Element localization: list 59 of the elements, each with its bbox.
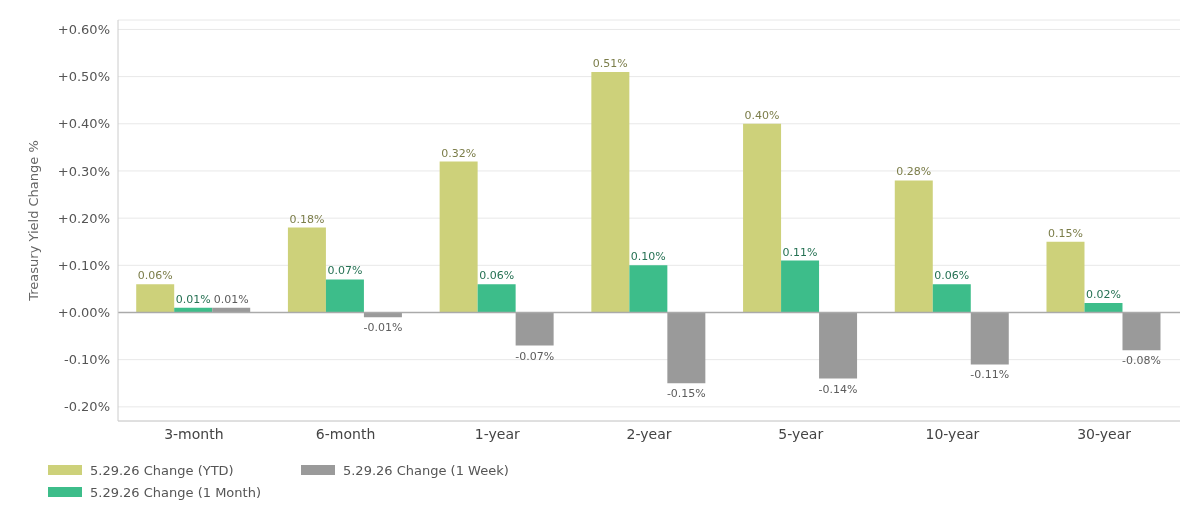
y-tick-label: +0.10% xyxy=(57,257,110,273)
x-tick-label: 5-year xyxy=(778,425,824,442)
y-tick-label: +0.00% xyxy=(57,305,110,321)
data-label: -0.07% xyxy=(515,349,555,363)
data-label: -0.14% xyxy=(818,382,858,396)
bar xyxy=(932,284,971,313)
data-label: 0.11% xyxy=(782,245,818,259)
bar xyxy=(287,227,326,313)
x-tick-label: 6-month xyxy=(315,425,376,442)
bar xyxy=(970,312,1009,365)
bar xyxy=(667,312,706,384)
bar xyxy=(1122,312,1161,351)
y-tick-label: +0.60% xyxy=(57,22,110,38)
bar xyxy=(894,180,933,313)
bar xyxy=(781,260,820,313)
data-label: -0.08% xyxy=(1122,354,1161,368)
data-label: 0.06% xyxy=(934,269,970,283)
data-label: -0.15% xyxy=(666,387,706,401)
data-label: 0.02% xyxy=(1086,288,1121,302)
data-label: 0.01% xyxy=(175,292,211,306)
x-tick-label: 3-month xyxy=(164,425,224,442)
bar xyxy=(743,123,782,313)
legend-label: 5.29.26 Change (YTD) xyxy=(90,462,234,478)
y-tick-label: +0.20% xyxy=(57,210,110,226)
y-tick-label: +0.40% xyxy=(57,116,110,132)
data-label: 0.28% xyxy=(896,165,932,179)
y-tick-label: +0.50% xyxy=(57,69,110,85)
bar xyxy=(439,161,478,313)
data-label: 0.07% xyxy=(327,264,363,278)
data-label: 0.18% xyxy=(289,212,325,226)
legend-label: 5.29.26 Change (1 Month) xyxy=(90,484,261,500)
data-label: 0.01% xyxy=(213,292,249,306)
bar xyxy=(325,279,364,313)
data-label: 0.15% xyxy=(1048,226,1083,240)
data-label: 0.51% xyxy=(592,56,628,70)
bar xyxy=(819,312,858,379)
bar xyxy=(629,265,668,313)
data-label: -0.11% xyxy=(970,368,1010,382)
data-label: -0.01% xyxy=(363,321,403,335)
bar xyxy=(1084,303,1123,313)
data-label: 0.06% xyxy=(137,269,173,283)
bar xyxy=(1046,241,1085,313)
x-tick-label: 30-year xyxy=(1077,425,1132,442)
data-label: 0.40% xyxy=(744,108,780,122)
legend-label: 5.29.26 Change (1 Week) xyxy=(342,462,509,478)
data-label: 0.32% xyxy=(441,146,477,160)
bar xyxy=(591,71,630,313)
bar xyxy=(136,284,175,313)
bar xyxy=(515,312,554,346)
y-tick-label: +0.30% xyxy=(57,163,110,179)
x-tick-label: 10-year xyxy=(925,425,980,442)
x-tick-label: 2-year xyxy=(626,425,672,442)
data-label: 0.10% xyxy=(630,250,666,264)
y-tick-label: -0.20% xyxy=(64,399,110,415)
data-label: 0.06% xyxy=(479,269,515,283)
bar xyxy=(477,284,516,313)
y-tick-label: -0.10% xyxy=(64,352,110,368)
y-axis-title: Treasury Yield Change % xyxy=(25,140,41,302)
x-tick-label: 1-year xyxy=(474,425,520,442)
